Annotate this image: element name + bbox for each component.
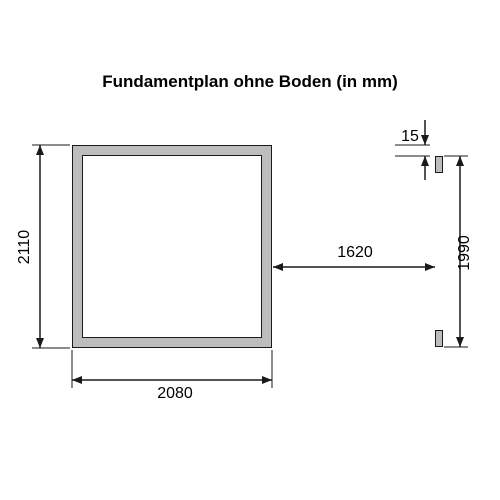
dim-height-left: 2110 bbox=[16, 222, 34, 272]
foundation-diagram: 2080 2110 1620 1990 15 bbox=[0, 0, 500, 500]
dim-width-bottom: 2080 bbox=[150, 385, 200, 403]
dim-gap-top: 15 bbox=[395, 128, 425, 146]
dim-span-right: 1620 bbox=[330, 244, 380, 262]
dim-post-span: 1990 bbox=[456, 228, 474, 278]
dimension-lines bbox=[0, 0, 500, 500]
